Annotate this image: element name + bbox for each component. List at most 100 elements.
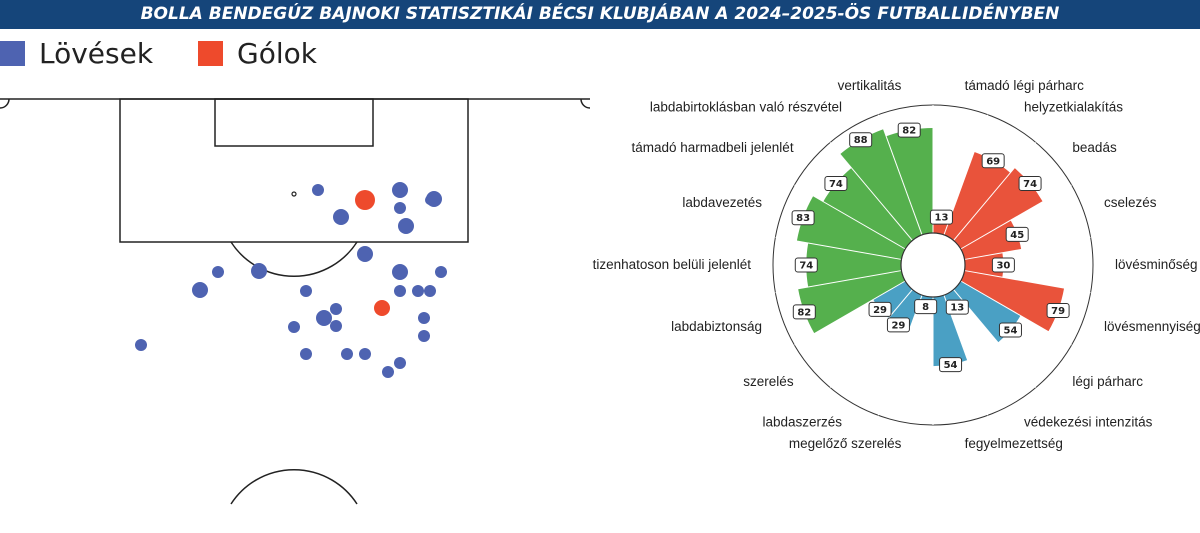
radar-value-box-0 bbox=[929, 209, 953, 225]
radar-value-17: 82 bbox=[897, 122, 921, 138]
radar-chart: 13 69 74 45 30 79 54 13 54 8 29 29 82 74 83 74 88 82 táma… bbox=[593, 78, 1200, 451]
radar-spoke-3 bbox=[960, 184, 1072, 250]
radar-value-label-11: 29 bbox=[873, 305, 887, 316]
radar-category-label-1: helyzetkialakítás bbox=[1024, 99, 1123, 114]
radar-value-box-4 bbox=[991, 257, 1015, 273]
radar-value-label-2: 74 bbox=[1023, 179, 1037, 190]
radar-value-box-10 bbox=[886, 317, 910, 333]
radar-bars bbox=[796, 128, 1065, 367]
radar-spoke-13 bbox=[775, 270, 902, 294]
shot-point-10 bbox=[392, 264, 408, 280]
radar-value-label-3: 45 bbox=[1010, 230, 1024, 241]
pitch-lines bbox=[0, 98, 590, 505]
shot-point-8 bbox=[212, 266, 224, 278]
radar-category-label-3: cselezés bbox=[1104, 195, 1157, 210]
radar-value-label-17: 82 bbox=[902, 126, 916, 137]
radar-value-box-12 bbox=[792, 304, 816, 320]
legend-label-goals: Gólok bbox=[237, 36, 317, 70]
radar-spoke-10 bbox=[877, 294, 923, 416]
legend-item-shots: Lövések bbox=[0, 36, 153, 70]
radar-bar-17 bbox=[886, 128, 933, 235]
radar-category-label-17: vertikalitás bbox=[838, 78, 902, 93]
radar-value-box-15 bbox=[824, 176, 848, 192]
radar-value-box-8 bbox=[939, 357, 963, 373]
radar-value-label-12: 82 bbox=[797, 307, 811, 318]
radar-spoke-6 bbox=[960, 280, 1072, 346]
radar-bar-5 bbox=[960, 270, 1065, 332]
radar-category-label-10: labdaszerzés bbox=[762, 415, 842, 430]
radar-value-label-7: 13 bbox=[950, 303, 964, 314]
radar-value-5: 79 bbox=[1046, 303, 1070, 319]
radar-spoke-4 bbox=[964, 236, 1091, 260]
radar-values: 13 69 74 45 30 79 54 13 54 8 29 29 82 74 83 74 88 82 bbox=[791, 122, 1070, 373]
radar-value-label-16: 88 bbox=[854, 135, 868, 146]
radar-value-label-14: 83 bbox=[796, 213, 810, 224]
radar-spoke-2 bbox=[953, 142, 1037, 241]
shot-point-19 bbox=[288, 321, 300, 333]
radar-center-hole bbox=[900, 232, 966, 298]
radar-spoke-17 bbox=[877, 114, 923, 236]
shot-point-7 bbox=[251, 263, 267, 279]
radar-category-label-11: szerelés bbox=[743, 374, 794, 389]
shot-point-1 bbox=[392, 182, 408, 198]
radar-value-6: 54 bbox=[998, 322, 1022, 338]
radar-value-9: 8 bbox=[914, 299, 938, 315]
radar-value-15: 74 bbox=[824, 176, 848, 192]
radar-bar-12 bbox=[798, 270, 906, 334]
radar-spoke-11 bbox=[829, 289, 913, 388]
radar-value-box-3 bbox=[1005, 226, 1029, 242]
goal-point-0 bbox=[355, 190, 375, 210]
legend-label-shots: Lövések bbox=[39, 36, 154, 70]
radar-value-box-5 bbox=[1046, 303, 1070, 319]
radar-spoke-14 bbox=[775, 236, 902, 260]
radar-value-label-10: 29 bbox=[891, 320, 905, 331]
shot-point-27 bbox=[394, 357, 406, 369]
radar-value-2: 74 bbox=[1018, 176, 1042, 192]
radar-value-label-1: 69 bbox=[986, 156, 1000, 167]
center-circle bbox=[230, 469, 358, 505]
shot-point-23 bbox=[135, 339, 147, 351]
radar-bar-16 bbox=[840, 129, 923, 241]
radar-spokes bbox=[775, 105, 1091, 425]
radar-spoke-15 bbox=[794, 184, 906, 250]
radar-value-label-0: 13 bbox=[934, 213, 948, 224]
corner-arc-left bbox=[0, 98, 10, 109]
radar-value-0: 13 bbox=[929, 209, 953, 225]
shot-point-25 bbox=[341, 348, 353, 360]
radar-value-16: 88 bbox=[849, 132, 873, 148]
radar-category-label-4: lövésminőség bbox=[1115, 257, 1198, 272]
shot-point-22 bbox=[418, 330, 430, 342]
radar-spoke-8 bbox=[943, 294, 989, 416]
radar-category-label-12: labdabiztonság bbox=[671, 319, 762, 334]
radar-value-label-9: 8 bbox=[922, 302, 929, 313]
radar-value-11: 29 bbox=[868, 301, 892, 317]
shot-point-5 bbox=[394, 202, 406, 214]
radar-category-label-13: tizenhatoson belüli jelenlét bbox=[593, 257, 752, 272]
goal-point-1 bbox=[374, 300, 390, 316]
shot-point-3 bbox=[425, 195, 435, 205]
shot-point-17 bbox=[330, 303, 342, 315]
radar-value-box-2 bbox=[1018, 176, 1042, 192]
shot-point-14 bbox=[394, 285, 406, 297]
shot-map bbox=[0, 98, 590, 505]
radar-value-box-16 bbox=[849, 132, 873, 148]
radar-category-label-9: megelőző szerelés bbox=[789, 436, 902, 451]
radar-value-label-8: 54 bbox=[944, 360, 958, 371]
radar-value-label-5: 79 bbox=[1051, 306, 1065, 317]
shot-point-28 bbox=[382, 366, 394, 378]
radar-value-box-17 bbox=[897, 122, 921, 138]
shot-point-6 bbox=[398, 218, 414, 234]
corner-arc-right bbox=[580, 98, 590, 109]
radar-category-label-8: fegyelmezettség bbox=[965, 436, 1063, 451]
radar-category-label-14: labdavezetés bbox=[682, 195, 762, 210]
shot-point-12 bbox=[192, 282, 208, 298]
radar-value-box-6 bbox=[998, 322, 1022, 338]
shot-point-21 bbox=[418, 312, 430, 324]
radar-value-box-9 bbox=[914, 299, 938, 315]
shot-point-20 bbox=[330, 320, 342, 332]
shot-point-0 bbox=[312, 184, 324, 196]
radar-value-box-11 bbox=[868, 301, 892, 317]
shot-point-11 bbox=[435, 266, 447, 278]
radar-bar-14 bbox=[796, 195, 906, 260]
radar-category-label-15: támadó harmadbeli jelenlét bbox=[631, 140, 793, 155]
